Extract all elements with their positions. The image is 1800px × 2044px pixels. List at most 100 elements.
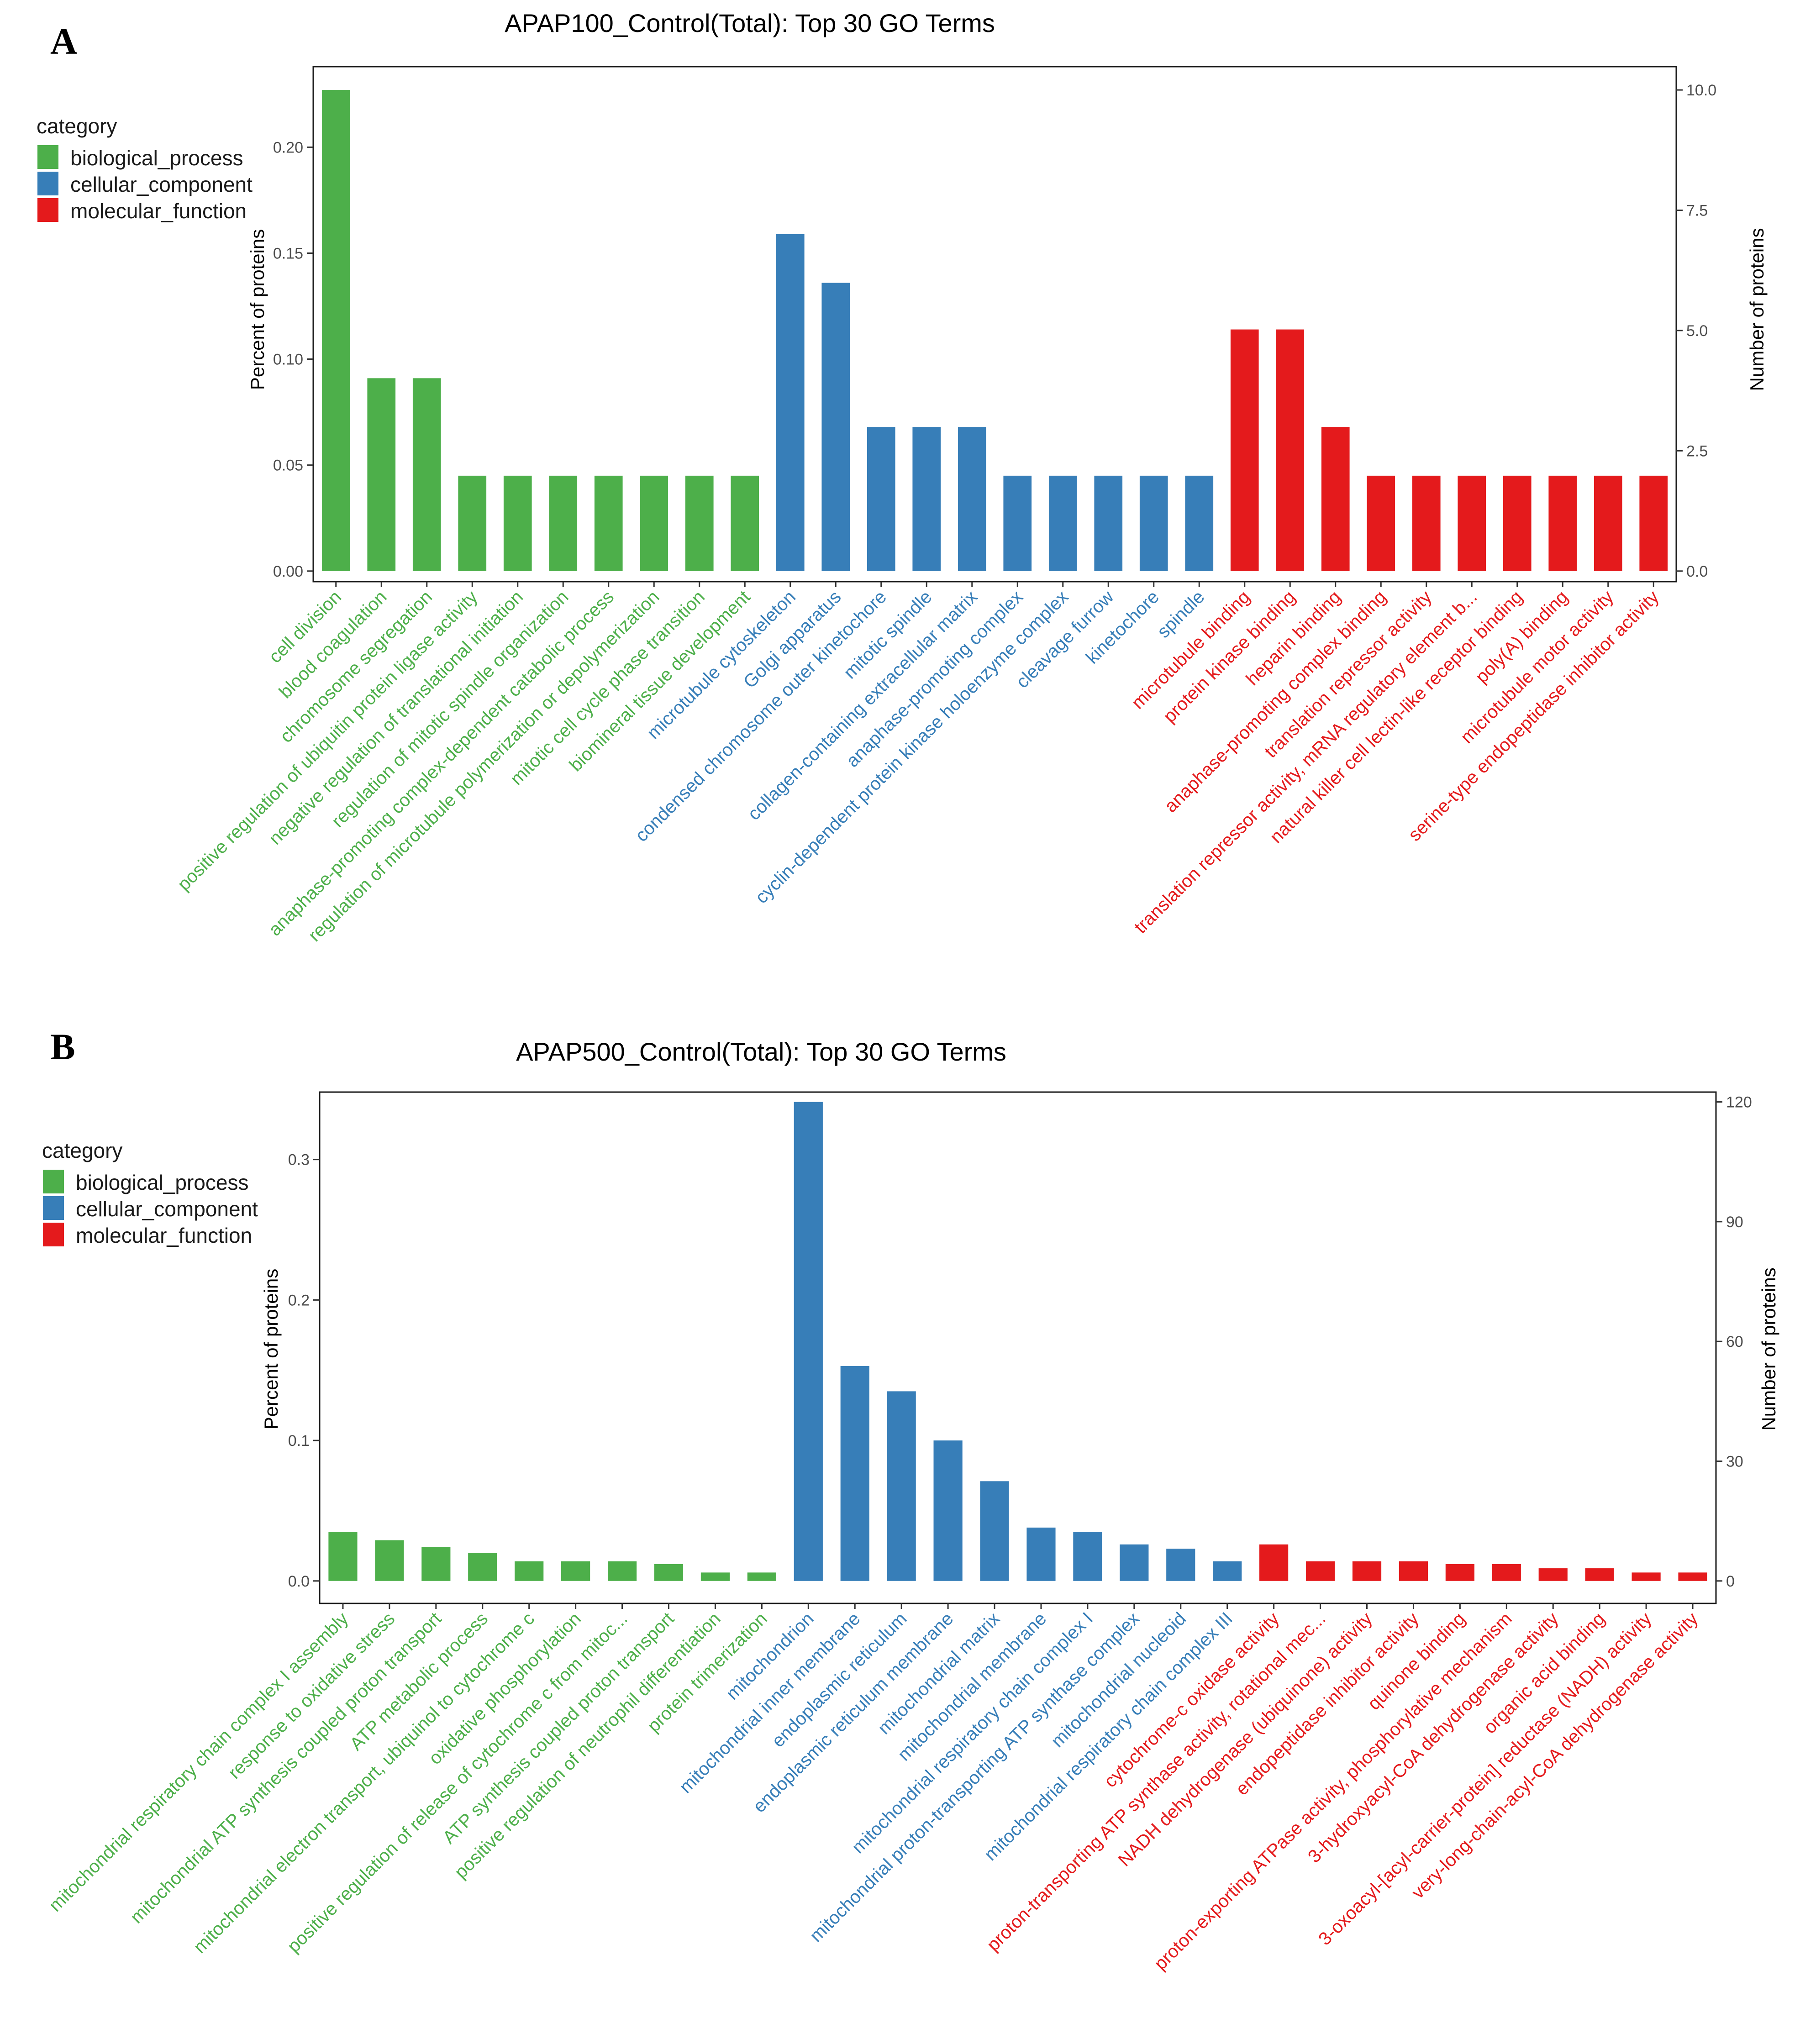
panel-a-y2-tick-label: 5.0: [1686, 322, 1708, 340]
panel-b-bar: [1678, 1572, 1707, 1581]
panel-b-y-tick-label: 0.3: [288, 1151, 310, 1169]
panel-b-y-tick-label: 0.0: [288, 1573, 310, 1590]
panel-a-y2-tick-label: 0.0: [1686, 563, 1708, 580]
legend-label-biological-process: biological_process: [70, 146, 243, 170]
panel-a-y-tick-label: 0.05: [273, 457, 303, 474]
panel-a-y-axis-title: Percent of proteins: [247, 229, 268, 390]
legend-swatch-molecular-function: [37, 198, 58, 222]
panel-b-bar: [1213, 1561, 1242, 1581]
panel-b-bar: [375, 1540, 404, 1581]
panel-a-bar: [1230, 329, 1259, 571]
panel-a-y2-axis-title: Number of proteins: [1746, 228, 1768, 391]
panel-b-bar: [468, 1553, 497, 1581]
panel-a-bar: [412, 378, 441, 571]
panel-a-plot-frame: [312, 66, 1677, 583]
panel-b-bar: [747, 1572, 776, 1581]
panel-b-plot-frame: [319, 1091, 1717, 1604]
panel-b-category-label: mitochondrial electron transport, ubiqui…: [189, 1608, 538, 1957]
panel-a: A APAP100_Control(Total): Top 30 GO Term…: [37, 9, 1768, 946]
panel-b-letter: B: [50, 1026, 75, 1067]
panel-a-bar: [549, 475, 578, 571]
panel-a-bar: [1094, 475, 1123, 571]
panel-a-bar: [821, 283, 850, 571]
panel-a-bar: [367, 378, 396, 571]
panel-b-bar: [700, 1572, 730, 1581]
panel-a-y-tick-label: 0.15: [273, 245, 303, 262]
panel-a-y-tick-label: 0.20: [273, 139, 303, 156]
panel-b-bars: [328, 1102, 1707, 1581]
panel-b-bar: [1492, 1564, 1521, 1581]
panel-b: B APAP500_Control(Total): Top 30 GO Term…: [42, 1026, 1779, 1974]
panel-a-bar: [321, 90, 350, 571]
legend-swatch-biological-process: [43, 1170, 64, 1193]
panel-b-y-tick-label: 0.1: [288, 1432, 310, 1450]
panel-b-bar: [515, 1561, 544, 1581]
legend-label-cellular-component: cellular_component: [70, 173, 253, 196]
panel-a-bar: [912, 427, 941, 571]
panel-b-axis-ticks: 0.0 0.1 0.2 0.3 0 30 60 90 120: [288, 1094, 1752, 1609]
panel-b-bar: [1166, 1549, 1195, 1581]
panel-a-letter: A: [50, 21, 77, 62]
panel-a-bar: [1458, 475, 1486, 571]
panel-a-y2-tick-label: 2.5: [1686, 442, 1708, 460]
panel-a-bar: [503, 475, 532, 571]
panel-a-bar: [1367, 475, 1395, 571]
panel-a-bar: [1412, 475, 1441, 571]
panel-a-bar: [1548, 475, 1577, 571]
panel-b-category-label: mitochondrial ATP synthesis coupled prot…: [126, 1608, 445, 1927]
panel-b-bar: [1259, 1544, 1289, 1581]
panel-a-bar: [1639, 475, 1668, 571]
panel-b-bar: [1026, 1527, 1056, 1581]
panel-a-bar: [731, 475, 759, 571]
panel-a-title: APAP100_Control(Total): Top 30 GO Terms: [505, 9, 995, 37]
panel-b-bar: [1445, 1564, 1474, 1581]
legend-swatch-cellular-component: [37, 172, 58, 195]
panel-b-bar: [1073, 1532, 1102, 1581]
panel-b-title: APAP500_Control(Total): Top 30 GO Terms: [516, 1037, 1006, 1066]
panel-b-category-label: mitochondrial respiratory chain complex …: [45, 1608, 352, 1915]
legend-title: category: [42, 1139, 122, 1162]
panel-a-bar: [776, 234, 805, 571]
panel-b-bar: [1352, 1561, 1382, 1581]
panel-b-bar: [1120, 1544, 1149, 1581]
panel-b-bar: [1632, 1572, 1661, 1581]
panel-b-y-axis-title: Percent of proteins: [260, 1269, 282, 1430]
panel-b-y2-tick-label: 30: [1726, 1453, 1743, 1470]
panel-b-y-tick-label: 0.2: [288, 1292, 310, 1309]
panel-a-y2-tick-label: 7.5: [1686, 202, 1708, 219]
panel-a-y2-tick-label: 10.0: [1686, 82, 1716, 99]
panel-b-bar: [1399, 1561, 1428, 1581]
panel-a-bar: [458, 475, 487, 571]
panel-a-bar: [1185, 475, 1214, 571]
panel-a-bar: [867, 427, 895, 571]
panel-a-bar: [1321, 427, 1350, 571]
panel-a-bar: [1503, 475, 1532, 571]
panel-a-bar: [958, 427, 986, 571]
legend-swatch-molecular-function: [43, 1223, 64, 1246]
panel-b-bar: [794, 1102, 823, 1581]
panel-b-bar: [328, 1532, 358, 1581]
panel-a-bar: [1003, 475, 1032, 571]
panel-b-bar: [933, 1440, 963, 1581]
panel-a-axis-ticks: 0.00 0.05 0.10 0.15 0.20 0.0 2.5 5.0 7.5 10.0: [273, 82, 1716, 587]
legend-label-cellular-component: cellular_component: [76, 1197, 258, 1221]
legend-swatch-cellular-component: [43, 1196, 64, 1220]
panel-a-bar: [1139, 475, 1168, 571]
panel-b-y2-tick-label: 0: [1726, 1573, 1735, 1590]
panel-b-bar: [1585, 1568, 1614, 1581]
panel-a-bar: [640, 475, 668, 571]
panel-a-bar: [594, 475, 623, 571]
panel-a-y-tick-label: 0.10: [273, 351, 303, 368]
legend-label-molecular-function: molecular_function: [70, 199, 247, 223]
panel-a-category-label: positive regulation of ubiquitin protein…: [174, 587, 481, 894]
panel-b-legend: category biological_process cellular_com…: [42, 1139, 258, 1247]
panel-a-bar: [685, 475, 714, 571]
panel-b-bar: [887, 1391, 916, 1581]
panel-b-bar: [607, 1561, 637, 1581]
panel-a-bars: [321, 90, 1668, 571]
panel-a-bar: [1048, 475, 1077, 571]
panel-b-bar: [421, 1547, 451, 1581]
panel-a-y-tick-label: 0.00: [273, 563, 303, 580]
panel-b-y2-tick-label: 120: [1726, 1094, 1752, 1111]
